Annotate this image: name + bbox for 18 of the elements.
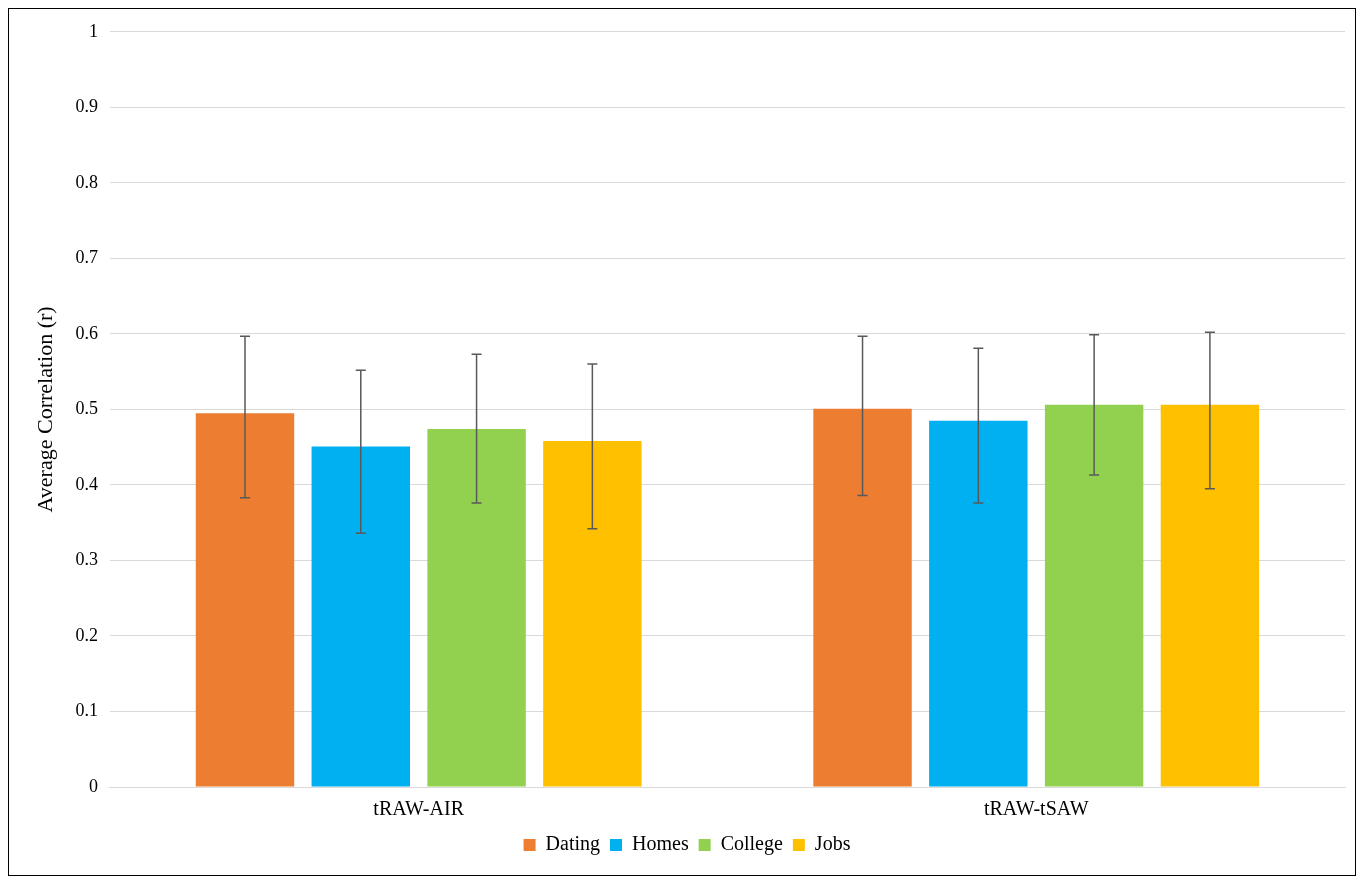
y-tick-label: 0.8 [75,171,98,192]
y-tick-label: 0.6 [75,322,98,343]
y-tick-label: 0.4 [75,473,98,494]
x-tick-label: tRAW-AIR [373,797,465,820]
y-tick-label: 1 [88,20,98,41]
y-tick-label: 0.7 [75,247,98,268]
y-axis-title: Average Correlation (r) [31,306,57,513]
legend-label: Homes [632,832,689,855]
y-tick-label: 0.9 [75,96,98,117]
y-tick-label: 0.5 [75,398,98,419]
legend-label: College [720,832,783,856]
y-tick-label: 0.1 [75,700,98,721]
x-tick-label: tRAW-tSAW [983,797,1089,820]
y-tick-label: 0 [88,775,98,796]
y-tick-label: 0.2 [75,624,98,645]
y-tick-label: 0.3 [75,549,98,570]
legend-label: Dating [545,832,600,856]
legend-label: Jobs [814,832,851,855]
